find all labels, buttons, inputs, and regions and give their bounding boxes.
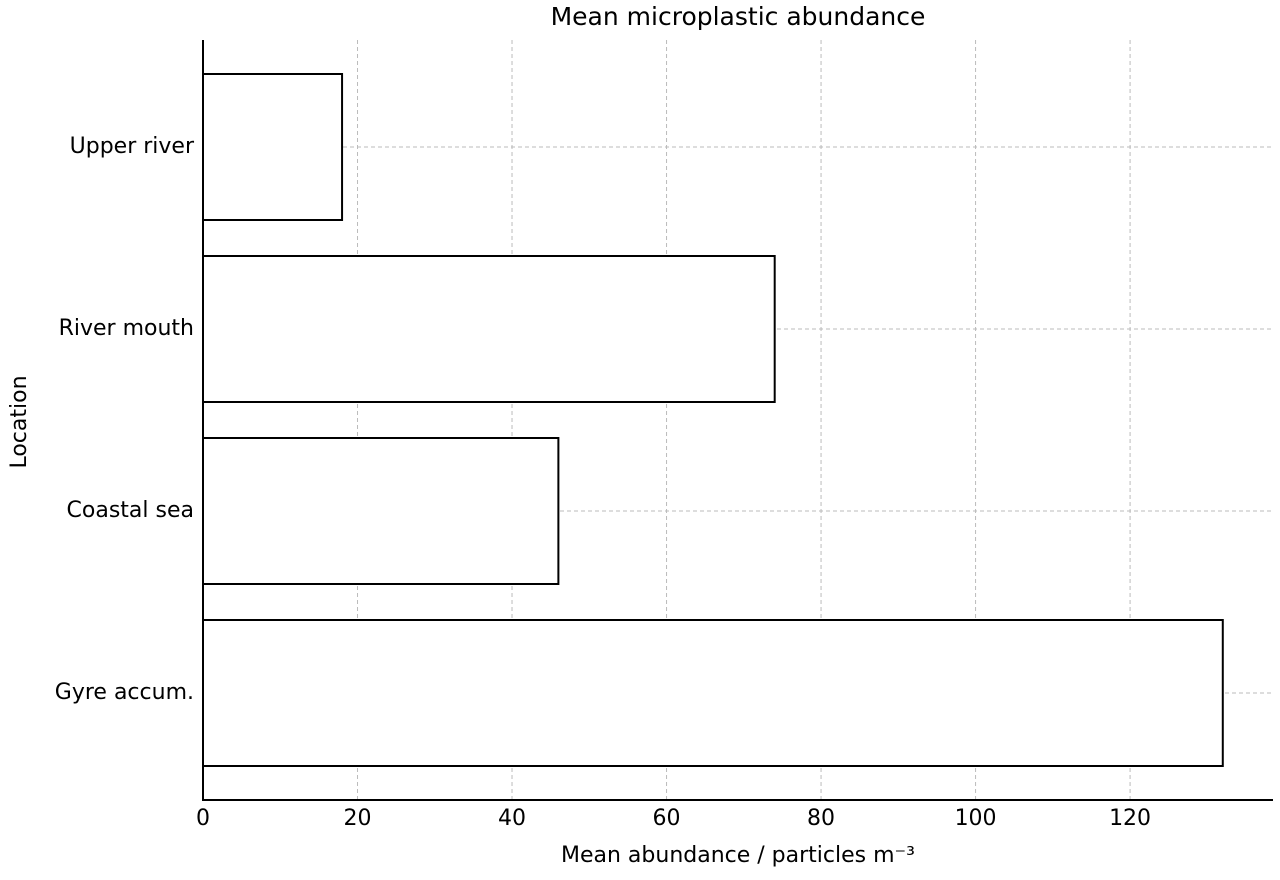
- x-axis-label: Mean abundance / particles m⁻³: [561, 843, 915, 868]
- bar: [202, 255, 776, 403]
- y-axis-label: Location: [7, 375, 32, 468]
- x-tick-label: 0: [196, 806, 210, 831]
- x-tick-label: 60: [653, 806, 681, 831]
- bar: [202, 73, 344, 221]
- x-tick-label: 20: [344, 806, 372, 831]
- x-tick-label: 120: [1109, 806, 1151, 831]
- x-tick-label: 40: [498, 806, 526, 831]
- bar: [202, 619, 1224, 767]
- bar: [202, 437, 560, 585]
- y-tick-label: Upper river: [70, 134, 195, 159]
- bar-layer: [202, 73, 1224, 767]
- y-tick-label: River mouth: [59, 316, 194, 341]
- x-tick-label: 100: [955, 806, 997, 831]
- y-tick-label: Coastal sea: [67, 498, 194, 523]
- x-tick-label: 80: [807, 806, 835, 831]
- y-tick-label: Gyre accum.: [55, 680, 194, 705]
- chart-title: Mean microplastic abundance: [551, 2, 926, 31]
